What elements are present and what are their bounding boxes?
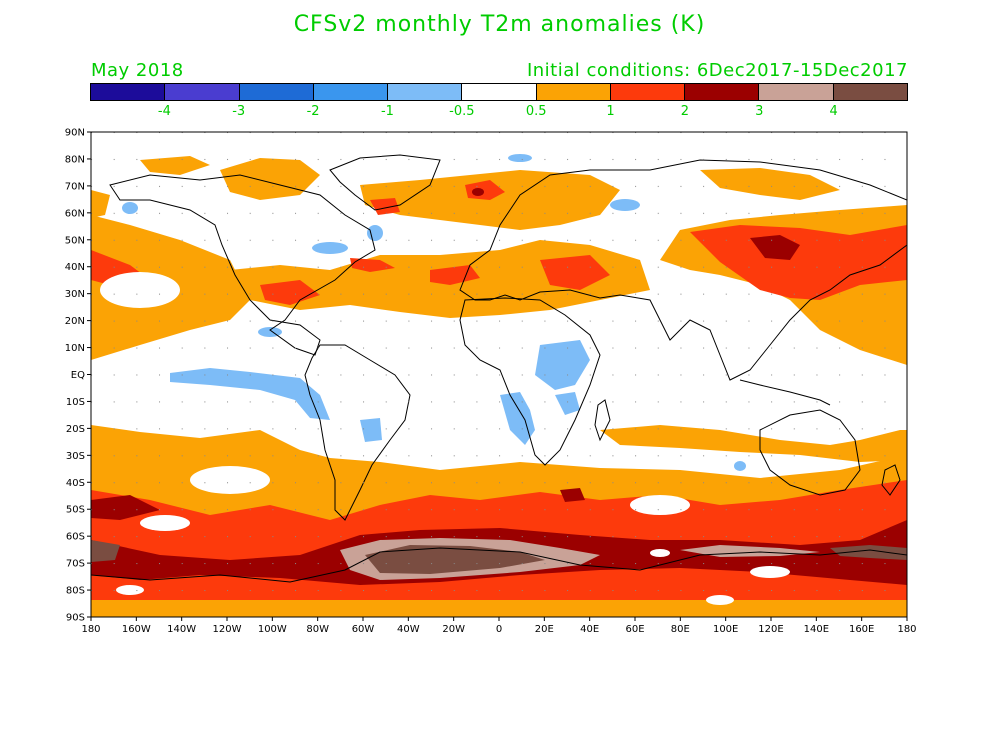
lat-tick-label: 30S <box>66 451 85 462</box>
lon-tick-label: 120E <box>758 624 783 635</box>
legend-swatch <box>388 84 463 100</box>
lon-tick-label: 140E <box>804 624 829 635</box>
legend-swatch <box>610 84 686 100</box>
legend-swatch <box>685 84 760 100</box>
lat-tick-label: 50N <box>65 235 85 246</box>
legend-label: 4 <box>829 104 838 119</box>
lat-tick-label: 80S <box>66 586 85 597</box>
lat-tick-label: 70N <box>65 181 85 192</box>
legend-swatch <box>313 84 389 100</box>
lon-tick-label: 40W <box>397 624 420 635</box>
legend-label: -0.5 <box>449 104 475 119</box>
color-legend-bar <box>90 83 908 101</box>
legend-swatch <box>165 84 240 100</box>
lon-tick-label: 120W <box>213 624 242 635</box>
legend-label: 2 <box>680 104 690 119</box>
lon-tick-label: 80W <box>306 624 329 635</box>
lat-tick-label: 70S <box>66 559 85 570</box>
lon-tick-label: 20W <box>442 624 465 635</box>
legend-label: -4 <box>157 104 171 119</box>
longitude-axis: 180 160W 140W 120W 100W 80W 60W 40W 20W 0 20E 40E 60… <box>81 617 917 635</box>
legend-label: 1 <box>606 104 615 119</box>
map-title: CFSv2 monthly T2m anomalies (K) <box>293 12 706 37</box>
lat-tick-label: 90S <box>66 613 85 624</box>
lon-tick-label: 80E <box>671 624 690 635</box>
legend-swatch <box>91 84 166 100</box>
lat-tick-label: 90N <box>65 128 85 139</box>
lat-tick-label: 60S <box>66 532 85 543</box>
legend-swatch <box>239 84 314 100</box>
lon-tick-label: 40E <box>580 624 599 635</box>
lon-tick-label: 180 <box>897 624 916 635</box>
lat-tick-label: 10N <box>65 343 85 354</box>
lon-tick-label: 20E <box>535 624 554 635</box>
lon-tick-label: 60E <box>625 624 644 635</box>
legend-swatch <box>536 84 611 100</box>
initial-conditions-label: Initial conditions: 6Dec2017-15Dec2017 <box>526 60 908 81</box>
lat-tick-label: 50S <box>66 505 85 516</box>
legend-label: 0.5 <box>525 104 547 119</box>
lon-tick-label: 100E <box>713 624 738 635</box>
lat-tick-label: 40S <box>66 478 85 489</box>
lat-tick-label: 20N <box>65 316 85 327</box>
legend-swatch <box>833 84 907 100</box>
lat-tick-label: 30N <box>65 289 85 300</box>
lon-tick-label: 60W <box>352 624 375 635</box>
legend-label: -2 <box>306 104 320 119</box>
lon-tick-label: 140W <box>167 624 196 635</box>
valid-month-label: May 2018 <box>91 60 184 81</box>
lat-tick-label: EQ <box>71 370 85 381</box>
lat-tick-label: 20S <box>66 424 85 435</box>
legend-label: 3 <box>755 104 764 119</box>
lat-tick-label: 60N <box>65 208 85 219</box>
lon-tick-label: 160E <box>849 624 874 635</box>
lat-tick-label: 80N <box>65 154 85 165</box>
lon-tick-label: 100W <box>258 624 287 635</box>
legend-swatch <box>759 84 834 100</box>
legend-label: -1 <box>380 104 394 119</box>
legend-label: -3 <box>232 104 246 119</box>
lon-tick-label: 0 <box>496 624 502 635</box>
lon-tick-label: 160W <box>122 624 151 635</box>
lat-tick-label: 40N <box>65 262 85 273</box>
latitude-axis: 90N 80N 70N 60N 50N 40N 30N 20N 10N EQ 10S 20S 30S 40… <box>65 128 91 624</box>
legend-swatch <box>462 84 537 100</box>
lon-tick-label: 180 <box>81 624 100 635</box>
lat-tick-label: 10S <box>66 397 85 408</box>
